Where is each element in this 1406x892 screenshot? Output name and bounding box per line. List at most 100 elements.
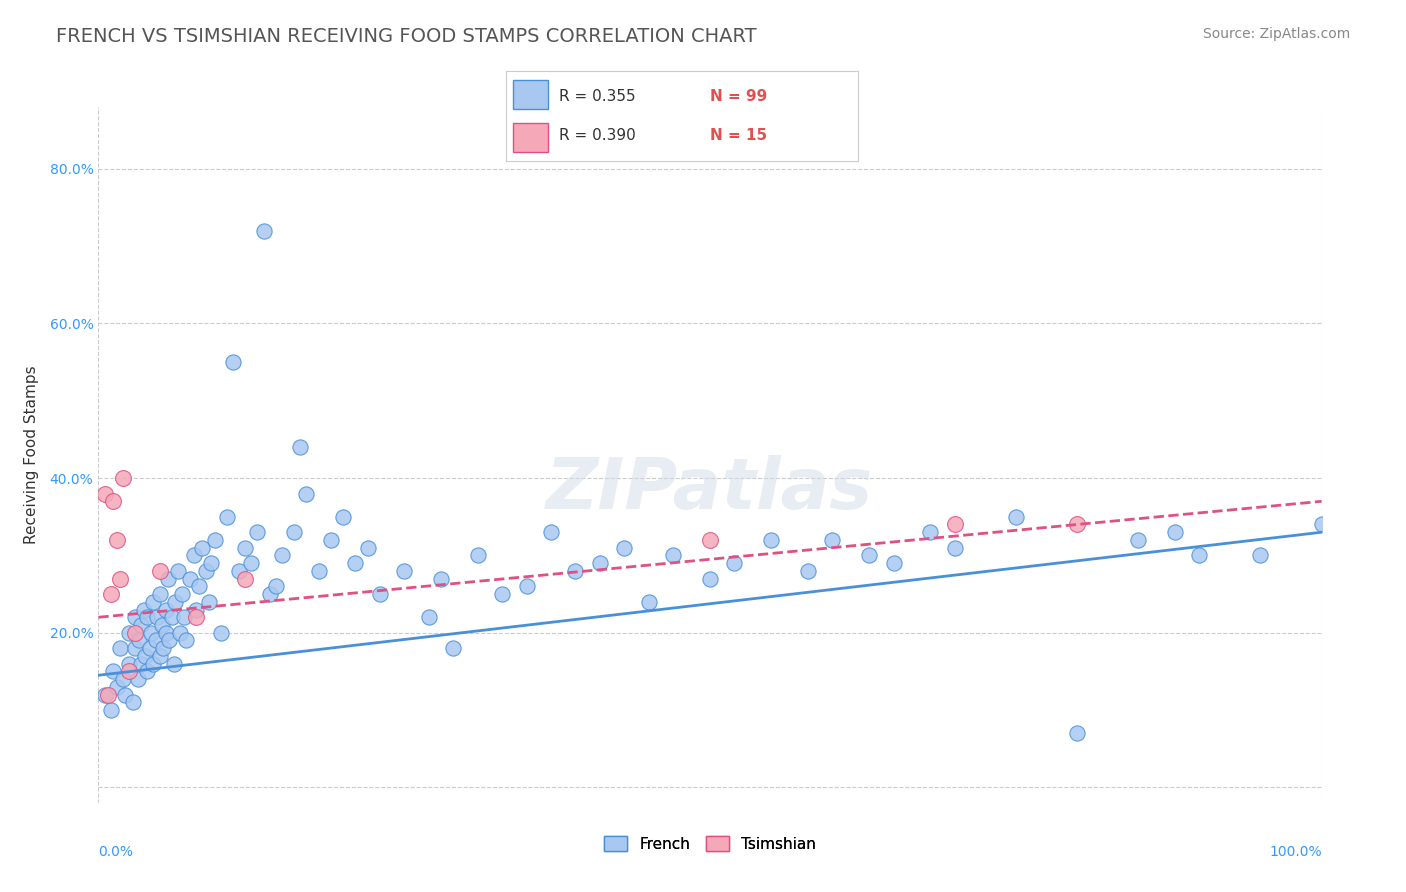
Point xyxy=(167,564,190,578)
Point xyxy=(920,525,942,540)
Point xyxy=(491,587,513,601)
Point xyxy=(124,610,146,624)
Point xyxy=(368,587,391,601)
Point xyxy=(105,680,128,694)
Point xyxy=(344,556,367,570)
Point xyxy=(540,525,562,540)
Point xyxy=(149,648,172,663)
Point xyxy=(163,657,186,671)
Point xyxy=(157,572,180,586)
Point xyxy=(283,525,305,540)
Point xyxy=(761,533,783,547)
Point xyxy=(165,595,187,609)
Point xyxy=(111,672,134,686)
Point xyxy=(430,572,453,586)
Point xyxy=(186,610,208,624)
Point xyxy=(215,509,238,524)
Point xyxy=(204,533,226,547)
Point xyxy=(418,610,440,624)
Point xyxy=(136,665,159,679)
Point xyxy=(124,625,146,640)
Point xyxy=(97,688,120,702)
Point xyxy=(1164,525,1187,540)
Text: 100.0%: 100.0% xyxy=(1270,845,1322,858)
Point xyxy=(246,525,269,540)
Point xyxy=(157,633,180,648)
Point xyxy=(270,549,294,563)
Point xyxy=(515,579,537,593)
Point xyxy=(145,633,167,648)
Point xyxy=(191,541,214,555)
Point xyxy=(252,224,274,238)
Point xyxy=(200,556,222,570)
Point xyxy=(699,533,721,547)
Point xyxy=(821,533,844,547)
Point xyxy=(1249,549,1271,563)
Point xyxy=(129,657,152,671)
Y-axis label: Receiving Food Stamps: Receiving Food Stamps xyxy=(24,366,38,544)
Point xyxy=(259,587,281,601)
Point xyxy=(209,625,232,640)
Text: ZIPatlas: ZIPatlas xyxy=(547,455,873,524)
Text: N = 99: N = 99 xyxy=(710,89,768,103)
Point xyxy=(441,641,464,656)
Point xyxy=(128,633,150,648)
Point xyxy=(264,579,287,593)
Point xyxy=(589,556,612,570)
Point xyxy=(187,579,209,593)
Point xyxy=(183,549,205,563)
Point xyxy=(332,509,354,524)
Text: R = 0.390: R = 0.390 xyxy=(560,128,636,143)
Point xyxy=(308,564,330,578)
Point xyxy=(699,572,721,586)
Point xyxy=(127,672,149,686)
Point xyxy=(356,541,378,555)
Point xyxy=(93,486,115,500)
Point xyxy=(195,564,218,578)
Point xyxy=(170,587,193,601)
Point xyxy=(111,471,134,485)
Point xyxy=(149,564,172,578)
Point xyxy=(1310,517,1333,532)
Point xyxy=(93,688,115,702)
Point xyxy=(662,549,685,563)
Point xyxy=(943,517,966,532)
Point xyxy=(943,541,966,555)
Point xyxy=(100,587,122,601)
Text: FRENCH VS TSIMSHIAN RECEIVING FOOD STAMPS CORRELATION CHART: FRENCH VS TSIMSHIAN RECEIVING FOOD STAMP… xyxy=(56,27,756,45)
Point xyxy=(176,633,198,648)
Point xyxy=(392,564,416,578)
Point xyxy=(858,549,880,563)
Point xyxy=(1066,726,1088,740)
Point xyxy=(155,625,177,640)
Text: R = 0.355: R = 0.355 xyxy=(560,89,636,103)
Point xyxy=(155,602,177,616)
Point xyxy=(169,625,191,640)
Point xyxy=(228,564,250,578)
Point xyxy=(124,641,146,656)
Legend: French, Tsimshian: French, Tsimshian xyxy=(599,830,821,858)
Point xyxy=(797,564,820,578)
Point xyxy=(222,355,245,369)
Point xyxy=(233,572,256,586)
Point xyxy=(136,610,159,624)
Point xyxy=(1066,517,1088,532)
Point xyxy=(110,641,132,656)
Point xyxy=(160,610,183,624)
Point xyxy=(139,625,162,640)
Text: Source: ZipAtlas.com: Source: ZipAtlas.com xyxy=(1202,27,1350,41)
Point xyxy=(118,625,141,640)
Point xyxy=(142,595,165,609)
Point xyxy=(152,641,174,656)
Point xyxy=(240,556,263,570)
Point xyxy=(1004,509,1026,524)
Point xyxy=(100,703,122,717)
Point xyxy=(564,564,586,578)
Point xyxy=(118,665,141,679)
Point xyxy=(173,610,195,624)
Point xyxy=(142,657,165,671)
Point xyxy=(319,533,342,547)
Text: 0.0%: 0.0% xyxy=(98,845,134,858)
Point xyxy=(186,602,208,616)
Point xyxy=(637,595,661,609)
